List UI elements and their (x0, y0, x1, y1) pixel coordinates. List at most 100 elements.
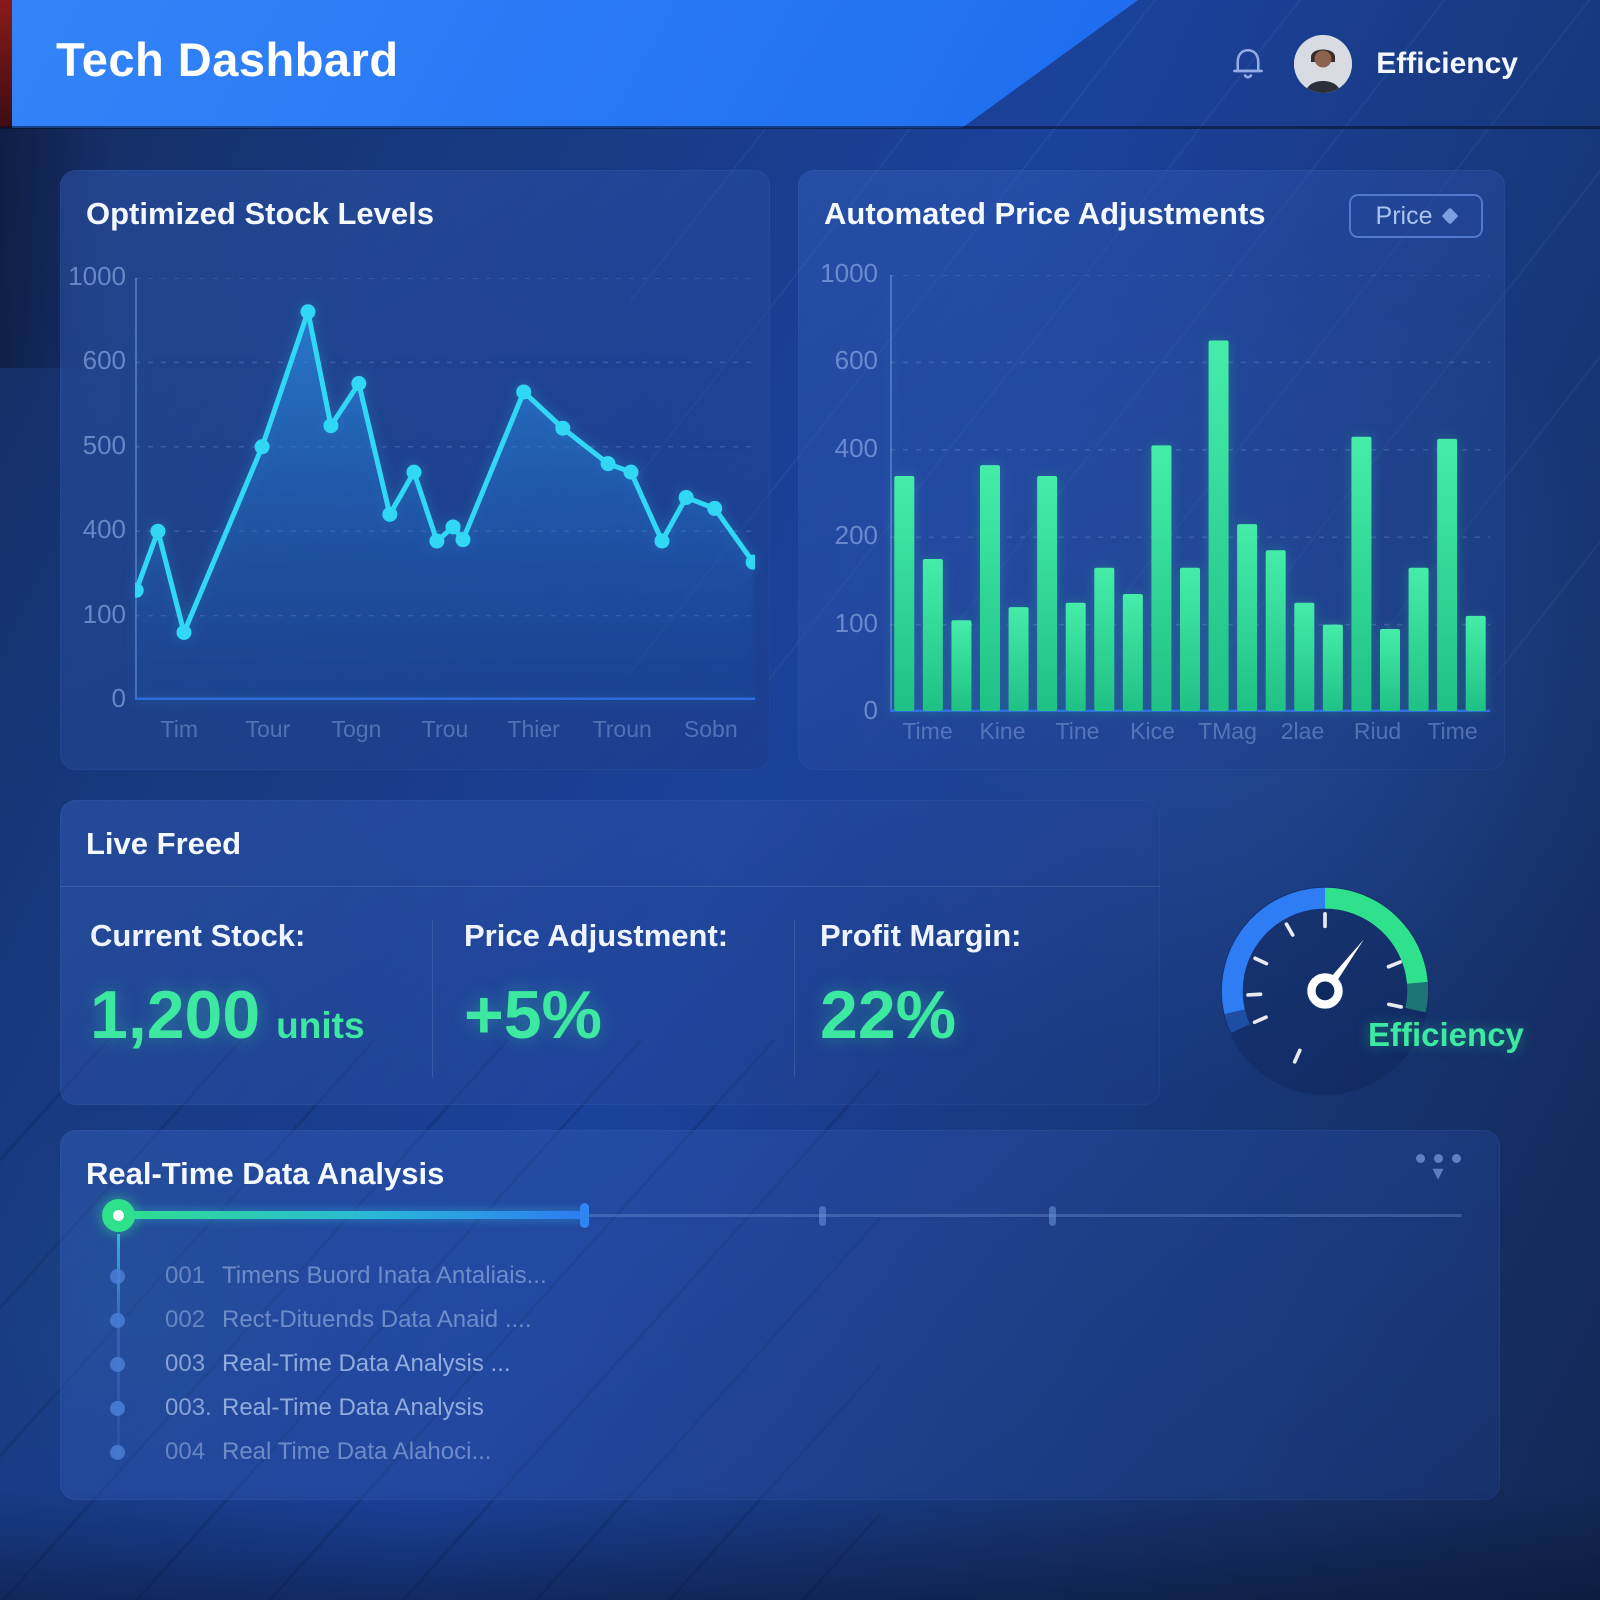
background-shade-bottom (0, 1490, 1600, 1600)
list-item-dot (110, 1400, 125, 1416)
x-axis-tick-label: Riud (1353, 718, 1402, 744)
panel-automated-price-adjustments: Automated Price Adjustments Price 0 100 20… (798, 170, 1505, 770)
list-item-text: Real Time Data Alahoci... (222, 1438, 492, 1465)
y-axis-tick-label: 1000 (820, 258, 878, 288)
stock-chart-title: Optimized Stock Levels (86, 196, 434, 231)
notification-bell-icon[interactable] (1226, 42, 1270, 86)
timeline-endcap-marker (579, 1203, 589, 1228)
timeline-connector-line (117, 1234, 120, 1458)
x-axis-tick-label: Togn (331, 716, 382, 742)
timeline-handle[interactable] (102, 1199, 135, 1232)
price-x-axis-labels: Time Kine Tine Kice TMag 2lae Riud Time (890, 718, 1490, 745)
live-feed-divider (60, 886, 1160, 887)
x-axis-tick-label: Sobn (683, 716, 738, 742)
x-axis-tick-label: Time (902, 718, 953, 744)
list-item-text: Real-Time Data Analysis ... (222, 1350, 511, 1377)
y-axis-tick-label: 500 (82, 429, 126, 460)
y-axis-tick-label: 1000 (68, 261, 126, 291)
stat-label: Price Adjustment: (464, 918, 729, 953)
price-bar-chart (890, 274, 1490, 717)
x-axis-tick-label: TMag (1198, 718, 1257, 744)
header-divider (0, 126, 1600, 129)
panel-realtime-data-analysis: Real-Time Data Analysis ▾ 001 Timens Buo… (60, 1130, 1500, 1500)
list-item-dot (110, 1268, 125, 1284)
dropdown-diamond-icon (1441, 207, 1459, 225)
stat-profit-margin: Profit Margin: 22% (820, 918, 1022, 1054)
y-axis-tick-label: 600 (834, 345, 878, 376)
gauge-dial (1220, 886, 1430, 1096)
price-dropdown-button[interactable]: Price (1349, 194, 1483, 238)
live-feed-title: Live Freed (86, 826, 242, 861)
stat-price-adjustment: Price Adjustment: +5% (464, 918, 728, 1054)
stat-label: Profit Margin: (820, 918, 1022, 953)
y-axis-tick-label: 200 (834, 520, 878, 551)
stat-separator (794, 920, 795, 1077)
timeline-slider[interactable] (88, 1196, 1472, 1236)
stock-line-chart (128, 277, 761, 705)
y-axis-tick-label: 400 (834, 432, 878, 463)
efficiency-gauge: Efficiency (1200, 868, 1530, 1118)
timeline-track[interactable] (118, 1214, 1462, 1217)
stock-y-axis-labels: 0 100 400 500 600 1000 (68, 261, 126, 713)
x-axis-tick-label: Kice (1130, 718, 1175, 744)
list-item-text: Real-Time Data Analysis (222, 1394, 484, 1421)
x-axis-tick-label: Tour (245, 716, 291, 742)
x-axis-tick-label: Tim (160, 716, 199, 742)
gauge-ticks (1246, 912, 1403, 1064)
y-axis-tick-label: 0 (111, 683, 126, 713)
list-item[interactable]: 002 Rect-Dituends Data Anaid .... (88, 1298, 1472, 1342)
x-axis-tick-label: 2lae (1280, 718, 1325, 744)
stat-suffix: units (276, 1005, 365, 1046)
list-item[interactable]: 003 Real-Time Data Analysis ... (88, 1342, 1472, 1386)
list-item[interactable]: 001 Timens Buord Inata Antaliais... (88, 1254, 1472, 1298)
list-item-dot (110, 1356, 125, 1372)
x-axis-tick-label: Kine (979, 718, 1026, 744)
x-axis-tick-label: Trou (421, 716, 469, 742)
stat-separator (432, 920, 433, 1077)
list-item-number: 004 (165, 1438, 206, 1465)
user-label: Efficiency (1376, 47, 1518, 80)
gauge-hub (1307, 973, 1343, 1009)
y-axis-tick-label: 600 (82, 345, 126, 376)
list-item-number: 002 (165, 1306, 206, 1333)
list-item-number: 001 (165, 1262, 206, 1289)
header-band (0, 0, 1138, 128)
panel-optimized-stock-levels: Optimized Stock Levels 0 100 400 500 600 1000… (60, 170, 770, 770)
timeline-marker (818, 1206, 826, 1226)
list-item-number: 003. (165, 1394, 212, 1421)
app-title: Tech Dashbard (56, 33, 399, 86)
list-item[interactable]: 004 Real Time Data Alahoci... (88, 1430, 1472, 1474)
list-item-dot (110, 1444, 125, 1460)
stock-x-axis-labels: Tim Tour Togn Trou Thier Troun Sobn (135, 716, 755, 743)
y-axis-tick-label: 400 (82, 514, 126, 545)
stat-current-stock: Current Stock: 1,200 units (90, 918, 365, 1054)
list-item-text: Rect-Dituends Data Anaid .... (222, 1306, 532, 1333)
stat-value: 1,200 (90, 977, 261, 1053)
list-item-number: 003 (165, 1350, 206, 1377)
price-chart-title: Automated Price Adjustments (824, 196, 1266, 231)
y-axis-tick-label: 100 (834, 607, 878, 638)
price-dropdown-label: Price (1375, 201, 1433, 230)
stat-value: 22% (820, 977, 957, 1053)
timeline-marker (1049, 1206, 1057, 1226)
price-y-axis-labels: 0 100 200 400 600 1000 (820, 258, 878, 725)
list-item[interactable]: 003. Real-Time Data Analysis (88, 1386, 1472, 1430)
gauge-efficiency-label: Efficiency (1368, 1016, 1524, 1053)
x-axis-tick-label: Tine (1055, 718, 1100, 744)
stat-label: Current Stock: (90, 918, 306, 953)
header-bar: Tech Dashbard Efficiency (0, 0, 1600, 129)
list-item-text: Timens Buord Inata Antaliais... (222, 1262, 547, 1289)
header-red-strip (0, 0, 12, 128)
x-axis-tick-label: Troun (592, 716, 652, 742)
more-options-icon[interactable]: ▾ (1406, 1154, 1470, 1198)
x-axis-tick-label: Time (1427, 718, 1478, 744)
user-avatar[interactable] (1294, 35, 1353, 93)
stat-value: +5% (464, 977, 602, 1053)
realtime-event-list: 001 Timens Buord Inata Antaliais... 002 … (88, 1254, 1472, 1474)
list-item-dot (110, 1312, 125, 1328)
x-axis-tick-label: Thier (507, 716, 560, 742)
y-axis-tick-label: 100 (82, 598, 126, 629)
y-axis-tick-label: 0 (863, 695, 878, 725)
panel-live-feed: Live Freed Current Stock: 1,200 units Pr… (60, 800, 1160, 1105)
